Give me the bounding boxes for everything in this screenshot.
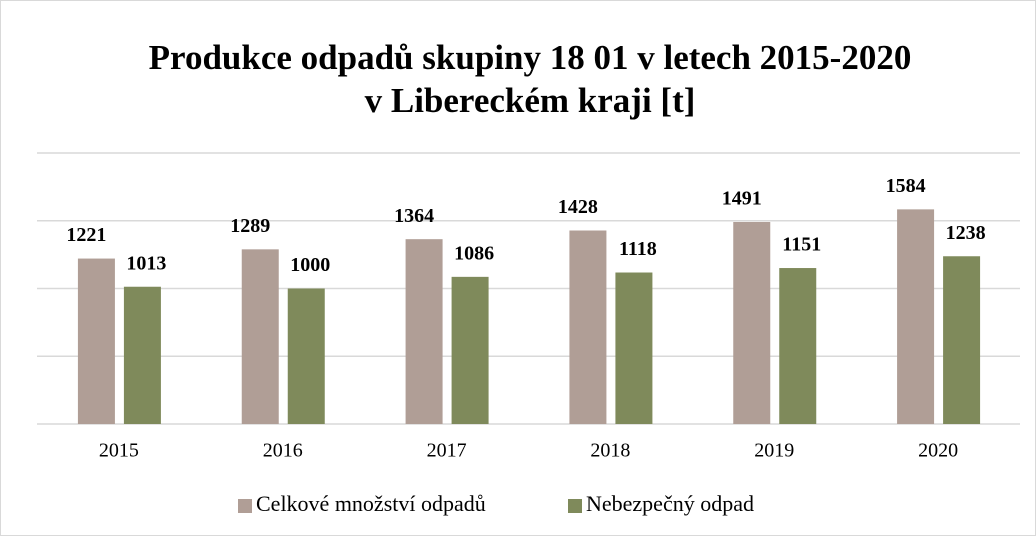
x-tick-label: 2020 (918, 440, 958, 462)
bar (615, 272, 653, 424)
value-label: 1491 (722, 188, 762, 210)
chart-title: v Libereckém kraji [t] (365, 81, 696, 120)
bar (287, 288, 325, 424)
chart-title: Produkce odpadů skupiny 18 01 v letech 2… (149, 38, 912, 77)
value-label: 1221 (66, 224, 106, 246)
value-label: 1584 (886, 175, 926, 197)
value-label: 1086 (454, 242, 494, 264)
bar (733, 221, 771, 424)
bar (241, 249, 279, 424)
x-tick-label: 2018 (590, 440, 630, 462)
legend-swatch (568, 499, 582, 513)
value-label: 1151 (782, 234, 821, 256)
bar (569, 230, 607, 424)
value-label: 1428 (558, 196, 598, 218)
x-tick-label: 2019 (754, 440, 794, 462)
x-tick-label: 2016 (263, 440, 303, 462)
value-label: 1364 (394, 205, 434, 227)
legend-label: Nebezpečný odpad (586, 491, 754, 516)
value-label: 1000 (290, 254, 330, 276)
bar (779, 268, 817, 424)
legend-label: Celkové množství odpadů (256, 491, 486, 516)
bar (897, 209, 935, 424)
x-tick-label: 2017 (427, 440, 467, 462)
bar (451, 276, 489, 424)
value-label: 1013 (126, 252, 166, 274)
value-label: 1118 (619, 238, 657, 260)
bar (943, 256, 981, 424)
value-label: 1289 (230, 215, 270, 237)
bar (123, 286, 161, 424)
bar (77, 258, 115, 424)
bar (405, 239, 443, 424)
value-label: 1238 (946, 222, 986, 244)
x-tick-label: 2015 (99, 440, 139, 462)
legend-swatch (238, 499, 252, 513)
